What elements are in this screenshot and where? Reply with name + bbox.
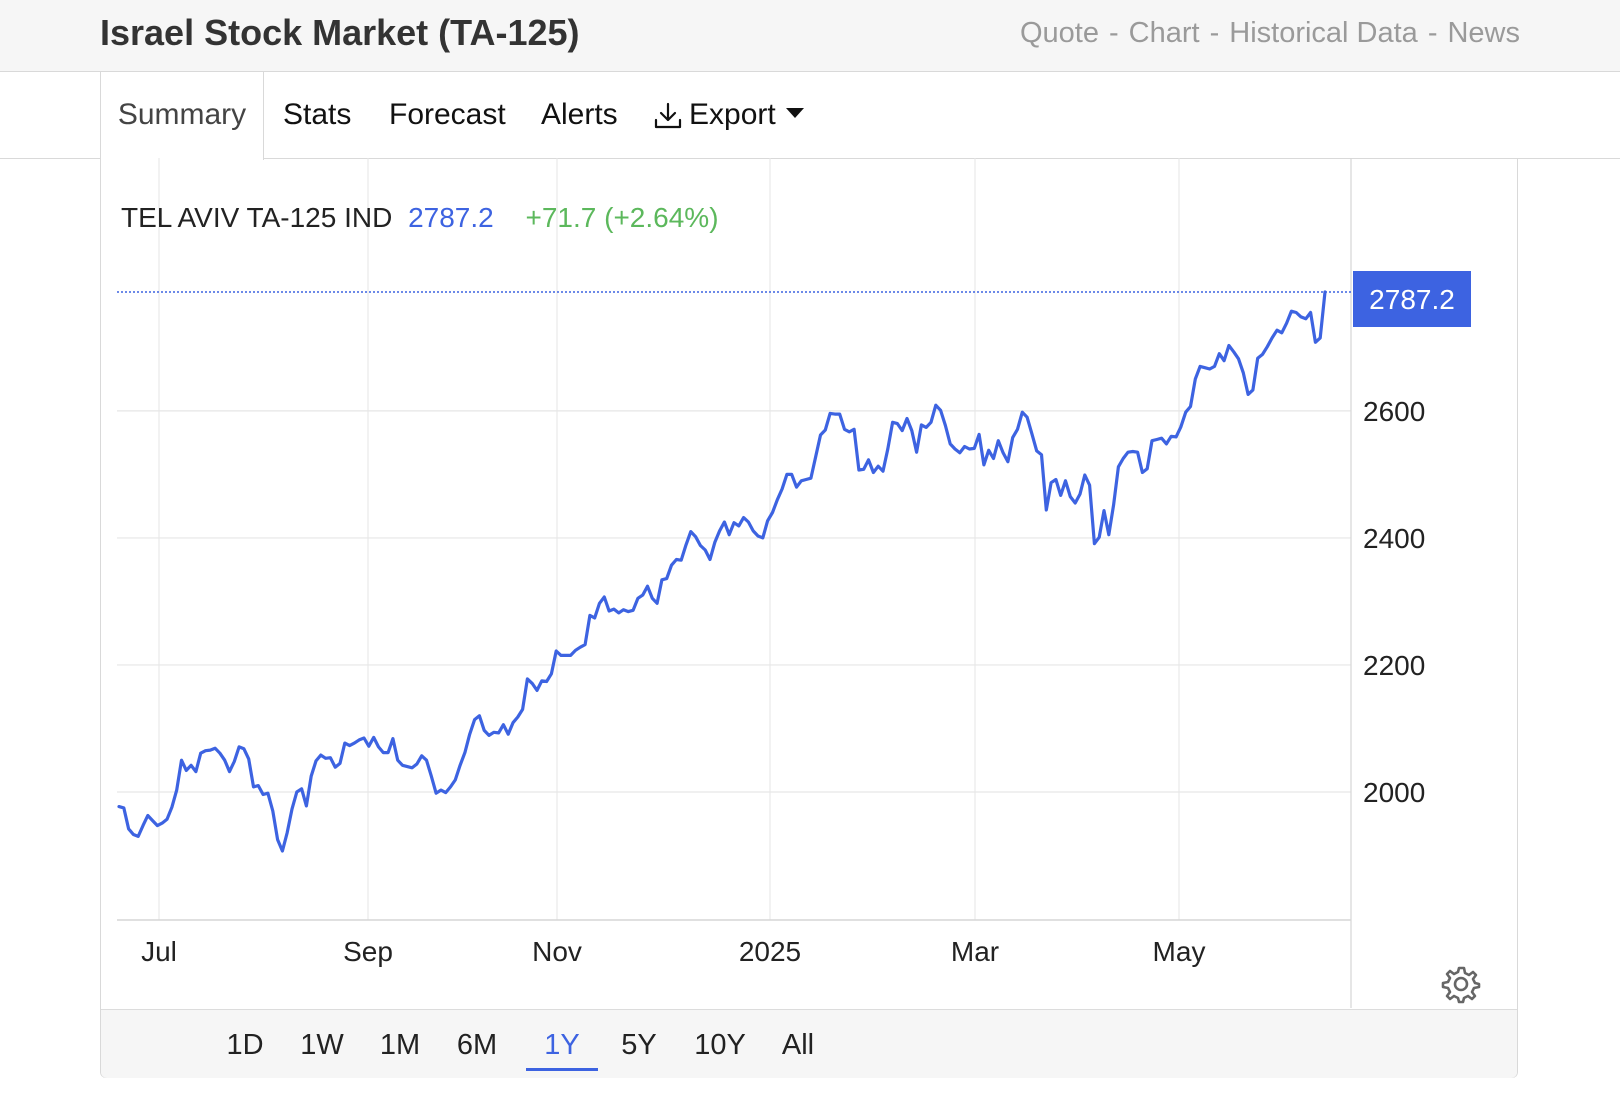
top-links: Quote - Chart - Historical Data - News xyxy=(1020,17,1520,50)
range-1y[interactable]: 1Y xyxy=(526,1022,598,1071)
last-price: 2787.2 xyxy=(408,202,494,233)
range-selector: 1D 1W 1M 6M 1Y 5Y 10Y All xyxy=(101,1009,1517,1078)
price-change: +71.7 (+2.64%) xyxy=(526,202,719,233)
range-6m[interactable]: 6M xyxy=(456,1029,498,1061)
y-tick-label: 2400 xyxy=(1363,523,1425,554)
last-price-tag xyxy=(1353,271,1471,327)
download-icon xyxy=(654,102,682,129)
series-line xyxy=(117,290,1327,853)
link-separator: - xyxy=(1108,17,1119,49)
range-1w[interactable]: 1W xyxy=(300,1029,344,1061)
export-label: Export xyxy=(689,98,776,131)
tab-alerts[interactable]: Alerts xyxy=(541,98,618,131)
last-price-tag-label: 2787.2 xyxy=(1369,284,1455,315)
range-all[interactable]: All xyxy=(781,1029,815,1061)
tab-bar: Summary Stats Forecast Alerts Export xyxy=(0,72,1620,160)
y-tick-label: 2200 xyxy=(1363,650,1425,681)
top-bar: Israel Stock Market (TA-125) Quote - Chart… xyxy=(0,0,1620,72)
chart-link[interactable]: Chart xyxy=(1128,17,1200,49)
quote-line: TEL AVIV TA-125 IND 2787.2 +71.7 (+2.64%… xyxy=(121,202,719,233)
range-1d[interactable]: 1D xyxy=(226,1029,264,1061)
chart-panel: Jul Sep Nov 2025 Mar May 2000 2200 2400 2600 278… xyxy=(100,158,1518,1078)
x-tick-label: Nov xyxy=(532,936,582,967)
export-dropdown[interactable]: Export xyxy=(653,72,804,158)
range-10y[interactable]: 10Y xyxy=(694,1029,746,1061)
tab-forecast[interactable]: Forecast xyxy=(389,98,506,131)
news-link[interactable]: News xyxy=(1447,17,1520,49)
tab-summary[interactable]: Summary xyxy=(100,72,264,160)
price-chart[interactable]: Jul Sep Nov 2025 Mar May 2000 2200 2400 2600 278… xyxy=(101,158,1519,1008)
link-separator: - xyxy=(1427,17,1438,49)
tab-stats[interactable]: Stats xyxy=(283,98,352,131)
link-separator: - xyxy=(1209,17,1220,49)
historical-data-link[interactable]: Historical Data xyxy=(1229,17,1418,49)
quote-link[interactable]: Quote xyxy=(1019,17,1099,49)
page-title: Israel Stock Market (TA-125) xyxy=(100,12,580,53)
instrument-name: TEL AVIV TA-125 IND xyxy=(121,202,392,233)
y-tick-label: 2000 xyxy=(1363,777,1425,808)
range-5y[interactable]: 5Y xyxy=(621,1029,657,1061)
y-tick-label: 2600 xyxy=(1363,396,1425,427)
x-tick-label: Mar xyxy=(951,936,999,967)
x-tick-label: Sep xyxy=(343,936,393,967)
x-tick-label: 2025 xyxy=(739,936,801,967)
gear-icon[interactable] xyxy=(1441,964,1481,1004)
range-1m[interactable]: 1M xyxy=(379,1029,421,1061)
chevron-down-icon xyxy=(785,108,804,119)
x-tick-label: May xyxy=(1153,936,1206,967)
x-tick-label: Jul xyxy=(141,936,177,967)
